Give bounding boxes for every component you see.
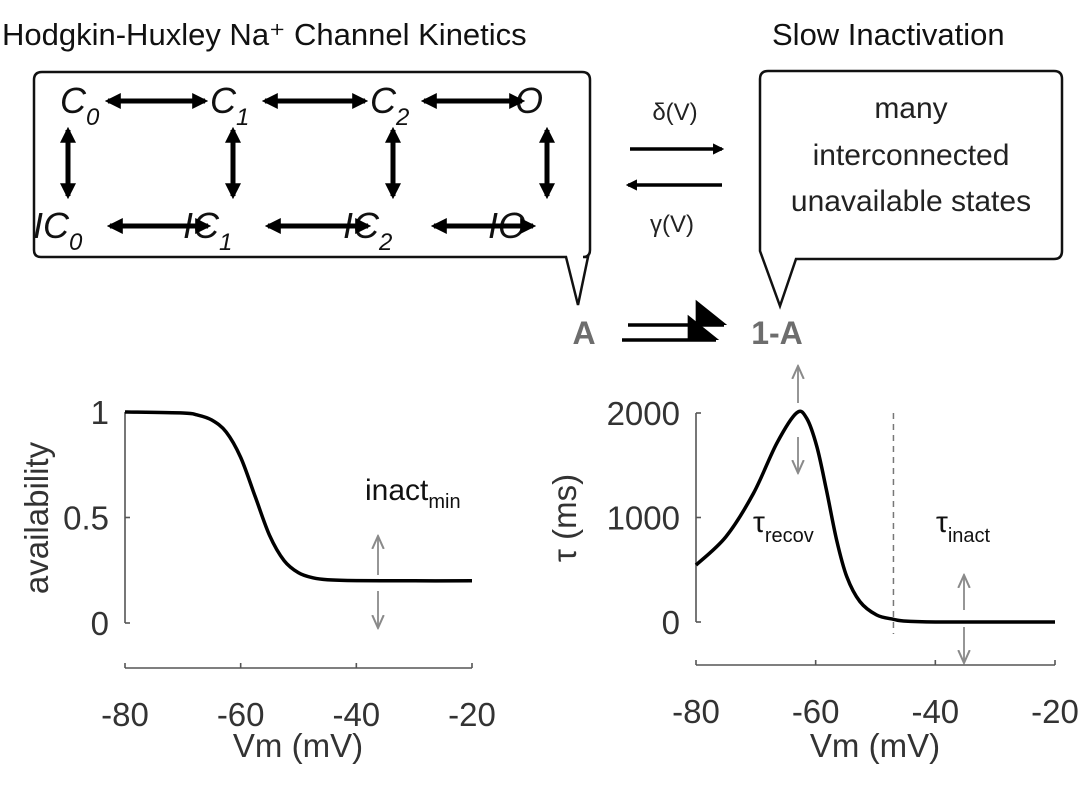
hh-bubble xyxy=(32,70,592,306)
x-tick-label: -40 xyxy=(911,693,959,730)
tau-inact-sub: inact xyxy=(948,525,991,547)
chart2-xlabel: Vm (mV) xyxy=(810,727,940,764)
state-c0: C0 xyxy=(60,80,100,131)
x-tick-label: -80 xyxy=(101,696,149,733)
state-subscript: 0 xyxy=(86,104,100,131)
label-available: A xyxy=(572,315,595,351)
y-tick-label: 1000 xyxy=(607,500,680,537)
y-tick-label: 0.5 xyxy=(63,500,109,537)
slow-bubble-line-1: many xyxy=(874,92,947,125)
availability-chart: 0 0.5 1 -80 -60 -40 -20 xyxy=(63,394,496,733)
state-ic1: IC1 xyxy=(183,205,232,256)
state-subscript: 1 xyxy=(236,104,249,131)
inact-min-label: inactmin xyxy=(365,474,461,513)
slow-bubble xyxy=(758,69,1064,310)
state-base: C xyxy=(210,80,237,121)
state-subscript: 1 xyxy=(219,229,232,256)
tau-inact-base: τ xyxy=(936,506,948,539)
x-tick-label: -20 xyxy=(448,696,496,733)
data-curve xyxy=(124,410,473,583)
inact-min-base: inact xyxy=(365,474,429,507)
tau-recov-sub: recov xyxy=(765,525,814,547)
title-hh-kinetics: Hodgkin-Huxley Na⁺ Channel Kinetics xyxy=(2,17,527,52)
chart2-ylabel: τ (ms) xyxy=(546,474,583,562)
tau-inact-label: τinact xyxy=(936,506,991,547)
state-c1: C1 xyxy=(210,80,249,131)
label-unavailable: 1-A xyxy=(751,315,803,351)
y-tick-label: 0 xyxy=(91,605,109,642)
state-ic2: IC2 xyxy=(343,205,392,256)
y-tick-label: 1 xyxy=(91,394,109,431)
x-tick-label: -80 xyxy=(672,693,720,730)
x-tick-label: -60 xyxy=(792,693,840,730)
slow-bubble-line-3: unavailable states xyxy=(791,185,1031,218)
state-c2: C2 xyxy=(370,80,409,131)
state-ic0: IC0 xyxy=(33,205,83,256)
state-base: C xyxy=(370,80,397,121)
x-tick-label: -60 xyxy=(217,696,265,733)
state-subscript: 2 xyxy=(378,229,392,256)
slow-bubble-line-2: interconnected xyxy=(813,139,1010,172)
tau-recov-label: τrecov xyxy=(753,506,814,547)
chart1-xlabel: Vm (mV) xyxy=(233,727,363,764)
data-curve xyxy=(694,409,1055,624)
state-base: C xyxy=(60,80,87,121)
tau-recov-base: τ xyxy=(753,506,765,539)
state-subscript: 0 xyxy=(69,229,83,256)
chart1-ylabel: availability xyxy=(18,441,55,594)
tau-chart: 0 1000 2000 -80 -60 -40 -20 xyxy=(607,395,1079,730)
x-tick-label: -20 xyxy=(1031,693,1079,730)
inact-min-sub: min xyxy=(428,491,460,513)
x-tick-label: -40 xyxy=(332,696,380,733)
rate-delta: δ(V) xyxy=(652,99,697,126)
title-slow-inactivation: Slow Inactivation xyxy=(772,17,1005,52)
y-tick-label: 2000 xyxy=(607,395,680,432)
state-subscript: 2 xyxy=(395,104,409,131)
rate-gamma: γ(V) xyxy=(650,211,694,238)
y-tick-label: 0 xyxy=(662,604,680,641)
state-base: IC xyxy=(33,205,70,246)
